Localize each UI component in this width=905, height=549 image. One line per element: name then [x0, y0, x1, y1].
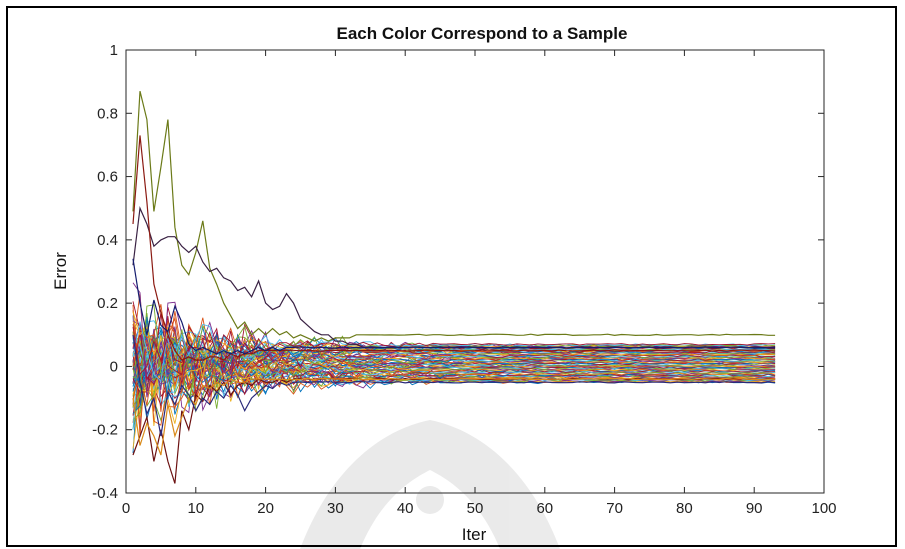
plot-area-border [125, 49, 825, 494]
sample-series-line [132, 323, 776, 386]
y-tick-label: 0.6 [97, 169, 118, 186]
sample-series-line [132, 334, 776, 437]
x-tick-label: 10 [187, 500, 204, 517]
sample-series-line [132, 258, 776, 355]
x-tick-label: 20 [257, 500, 274, 517]
x-tick-label: 0 [122, 500, 130, 517]
x-tick-label: 30 [327, 500, 344, 517]
y-tick-label: 0 [110, 358, 118, 375]
sample-series-line [132, 326, 776, 376]
x-tick-label: 60 [536, 500, 553, 517]
y-tick-label: 1 [110, 42, 118, 59]
sample-series-line [132, 135, 776, 361]
x-tick-label: 40 [397, 500, 414, 517]
x-tick-label: 70 [606, 500, 623, 517]
x-tick-label: 90 [746, 500, 763, 517]
y-tick-label: 0.4 [97, 232, 118, 249]
chart-title: Each Color Correspond to a Sample [337, 24, 628, 43]
y-tick-label: -0.2 [92, 422, 118, 439]
y-tick-label: -0.4 [92, 485, 118, 502]
x-axis-label: Iter [462, 525, 487, 544]
plot-lines [132, 90, 776, 484]
x-tick-label: 50 [467, 500, 484, 517]
x-tick-label: 100 [811, 500, 836, 517]
x-tick-label: 80 [676, 500, 693, 517]
axis-ticks: 0 10 20 30 40 50 60 70 80 90 100 -0.4 -0.2 0 0.2 0.4 0.6… [92, 42, 836, 517]
sample-series-line [132, 205, 776, 349]
sample-series-line [132, 90, 776, 342]
y-axis-label: Error [51, 252, 70, 290]
sample-series-line [132, 328, 776, 430]
sample-series-line [132, 377, 776, 456]
y-tick-label: 0.2 [97, 295, 118, 312]
y-tick-label: 0.8 [97, 105, 118, 122]
